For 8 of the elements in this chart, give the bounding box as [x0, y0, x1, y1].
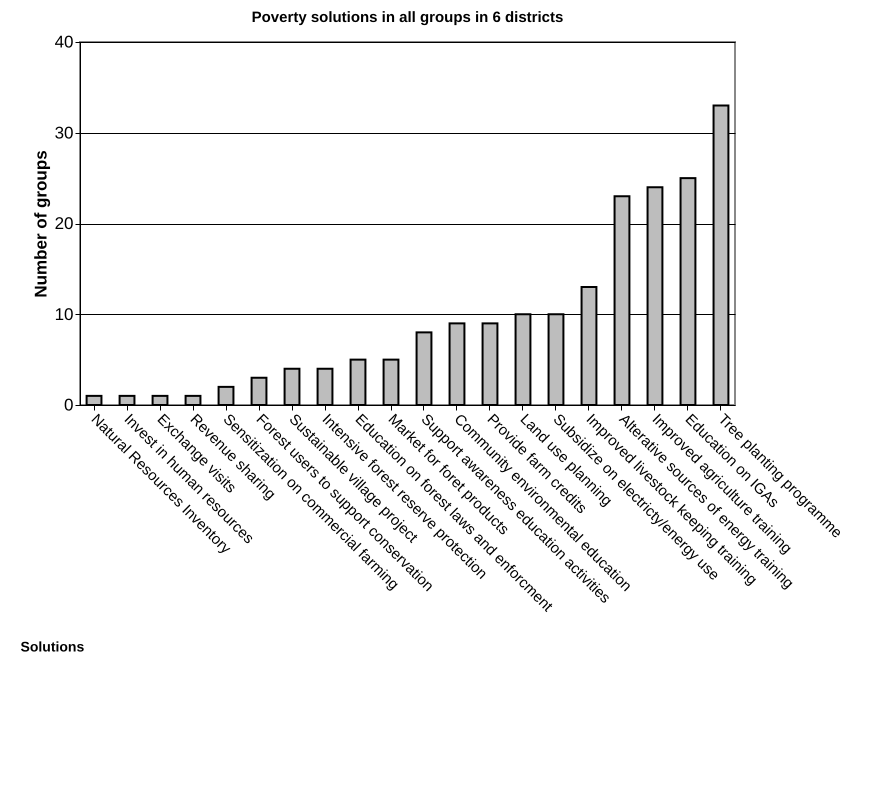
- chart-title: Poverty solutions in all groups in 6 districts: [252, 9, 564, 26]
- y-axis-title: Number of groups: [32, 150, 51, 298]
- y-tick-label: 20: [54, 214, 74, 233]
- y-tick-label: 40: [54, 32, 74, 52]
- y-tick-label: 10: [54, 304, 74, 324]
- y-tick-label: 0: [64, 396, 74, 414]
- y-tick-label: 30: [54, 123, 74, 142]
- x-axis-title: Solutions: [20, 638, 84, 654]
